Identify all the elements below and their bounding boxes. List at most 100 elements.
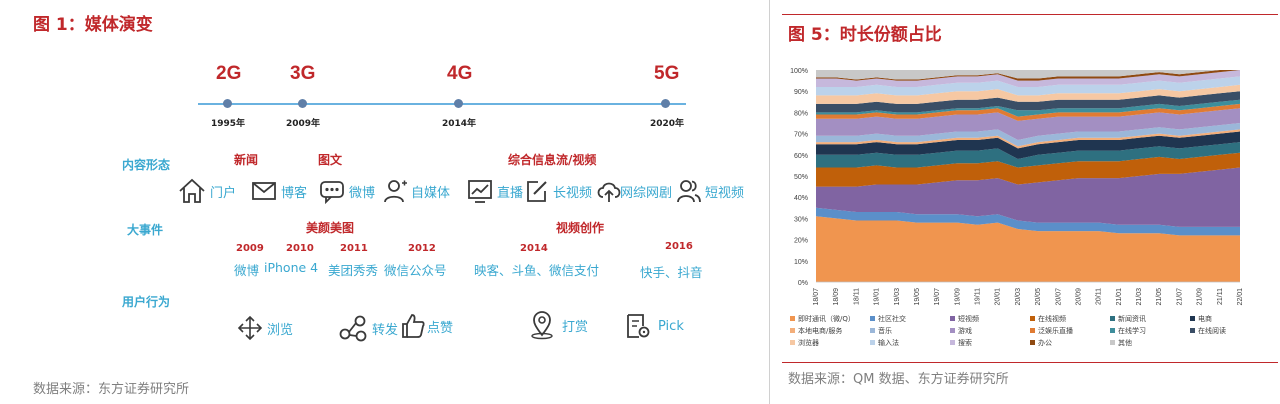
area-series-1	[816, 207, 1240, 236]
timeline-line	[198, 103, 686, 105]
content-group-graphic: 图文	[318, 153, 343, 167]
area-series-0	[816, 216, 1240, 282]
legend-label: 泛娱乐直播	[1038, 326, 1073, 335]
event-year: 2010	[286, 243, 314, 254]
data-source: 数据来源：东方证券研究所	[33, 382, 190, 397]
legend-swatch	[1110, 340, 1115, 345]
content-item-live: 直播	[466, 177, 523, 205]
x-tick-label: 19/09	[954, 288, 961, 306]
x-tick-label: 21/11	[1217, 288, 1224, 305]
x-tick-label: 21/01	[1116, 288, 1123, 306]
legend-swatch	[1030, 316, 1035, 321]
y-tick-label: 100%	[790, 68, 808, 75]
legend-swatch	[790, 340, 795, 345]
content-item-label: 门户	[210, 185, 237, 201]
panel-title: 图 1：媒体演变	[33, 15, 153, 35]
timeline-gen-4g: 4G	[447, 63, 473, 84]
legend-label: 音乐	[878, 326, 892, 335]
behavior-item-label: Pick	[658, 318, 684, 334]
mail-icon	[252, 182, 276, 200]
legend-swatch	[950, 328, 955, 333]
x-tick-label: 20/11	[1096, 288, 1103, 305]
area-series-9	[816, 103, 1240, 121]
y-tick-label: 50%	[794, 174, 808, 181]
event-year: 2012	[408, 243, 436, 254]
event-year: 2009	[236, 243, 264, 254]
area-series-15	[816, 70, 1240, 81]
people-icon	[677, 180, 701, 203]
x-tick-label: 20/09	[1075, 288, 1082, 306]
behavior-item-label: 浏览	[267, 322, 294, 338]
x-tick-label: 18/09	[833, 288, 840, 306]
content-item-label: 短视频	[705, 185, 745, 201]
home-icon	[179, 178, 205, 203]
legend-swatch	[950, 340, 955, 345]
content-item-label: 长视频	[553, 185, 593, 201]
legend-label: 游戏	[958, 326, 972, 335]
event-text: 快手、抖音	[640, 265, 703, 280]
panel-title: 图 5：时长份额占比	[788, 25, 942, 45]
y-tick-label: 90%	[794, 89, 808, 96]
legend-swatch	[870, 340, 875, 345]
legend-swatch	[1030, 328, 1035, 333]
x-tick-label: 20/01	[995, 288, 1002, 306]
event-text: 微博	[234, 263, 260, 278]
x-tick-label: 21/09	[1197, 288, 1204, 306]
x-tick-label: 21/05	[1156, 288, 1163, 306]
timeline-year: 2014年	[442, 119, 477, 129]
legend-swatch	[870, 328, 875, 333]
legend-label: 社区社交	[878, 314, 906, 323]
legend-label: 在线视频	[1038, 314, 1066, 323]
area-series-7	[816, 123, 1240, 147]
legend-swatch	[1110, 316, 1115, 321]
x-tick-label: 20/05	[1035, 288, 1042, 306]
move-arrows-icon	[237, 315, 263, 341]
legend-label: 即时通讯（微/Q）	[798, 314, 855, 323]
area-series-6	[816, 129, 1240, 149]
legend-swatch	[1190, 316, 1195, 321]
legend-label: 在线阅读	[1198, 326, 1226, 335]
timeline-year: 2009年	[286, 119, 321, 129]
y-tick-label: 60%	[794, 153, 808, 160]
behavior-item-label: 点赞	[427, 320, 454, 336]
event-text: 映客、斗鱼、微信支付	[474, 263, 600, 278]
legend-label: 电商	[1198, 314, 1212, 323]
legend-label: 输入法	[878, 338, 899, 347]
source-rule	[782, 362, 1278, 363]
legend-label: 浏览器	[798, 338, 819, 347]
content-item-label: 自媒体	[411, 185, 451, 201]
y-tick-label: 10%	[794, 259, 808, 266]
timeline-gen-5g: 5G	[654, 63, 680, 84]
chat-bubble-icon	[320, 181, 344, 205]
legend-label: 新闻资讯	[1118, 314, 1146, 323]
timeline-gen-2g: 2G	[216, 63, 242, 84]
behavior-item-like: 点赞	[400, 312, 453, 340]
behavior-item-tip: 打赏	[528, 310, 588, 340]
event-text: 微信公众号	[384, 263, 447, 278]
y-tick-label: 80%	[794, 110, 808, 117]
location-pin-icon	[531, 311, 553, 340]
x-tick-label: 21/03	[1136, 288, 1143, 306]
legend-swatch	[950, 316, 955, 321]
document-icon	[627, 314, 650, 338]
y-tick-label: 30%	[794, 216, 808, 223]
y-tick-label: 70%	[794, 132, 808, 139]
timeline-dot	[661, 99, 670, 108]
row-label-content: 内容形态	[122, 158, 171, 172]
time-share-panel: 图 5：时长份额占比 0% 10% 20% 30% 40% 50% 60% 70% 80% 90%…	[770, 0, 1280, 404]
content-item-label: 直播	[497, 185, 524, 201]
monitor-chart-icon	[468, 180, 492, 203]
legend-swatch	[1190, 328, 1195, 333]
content-item-long-video: 长视频	[524, 177, 592, 205]
x-tick-label: 20/03	[1015, 288, 1022, 306]
event-text: 美团秀秀	[328, 263, 379, 278]
behavior-item-label: 转发	[372, 322, 399, 338]
timeline-gen-3g: 3G	[290, 63, 316, 84]
area-series-16	[816, 70, 1240, 80]
event-year: 2011	[340, 243, 368, 254]
content-item-label: 博客	[281, 185, 308, 201]
timeline-dot	[454, 99, 463, 108]
content-item-short-video: 短视频	[676, 177, 744, 205]
legend-label: 搜索	[958, 338, 972, 347]
x-tick-label: 21/07	[1176, 288, 1183, 306]
